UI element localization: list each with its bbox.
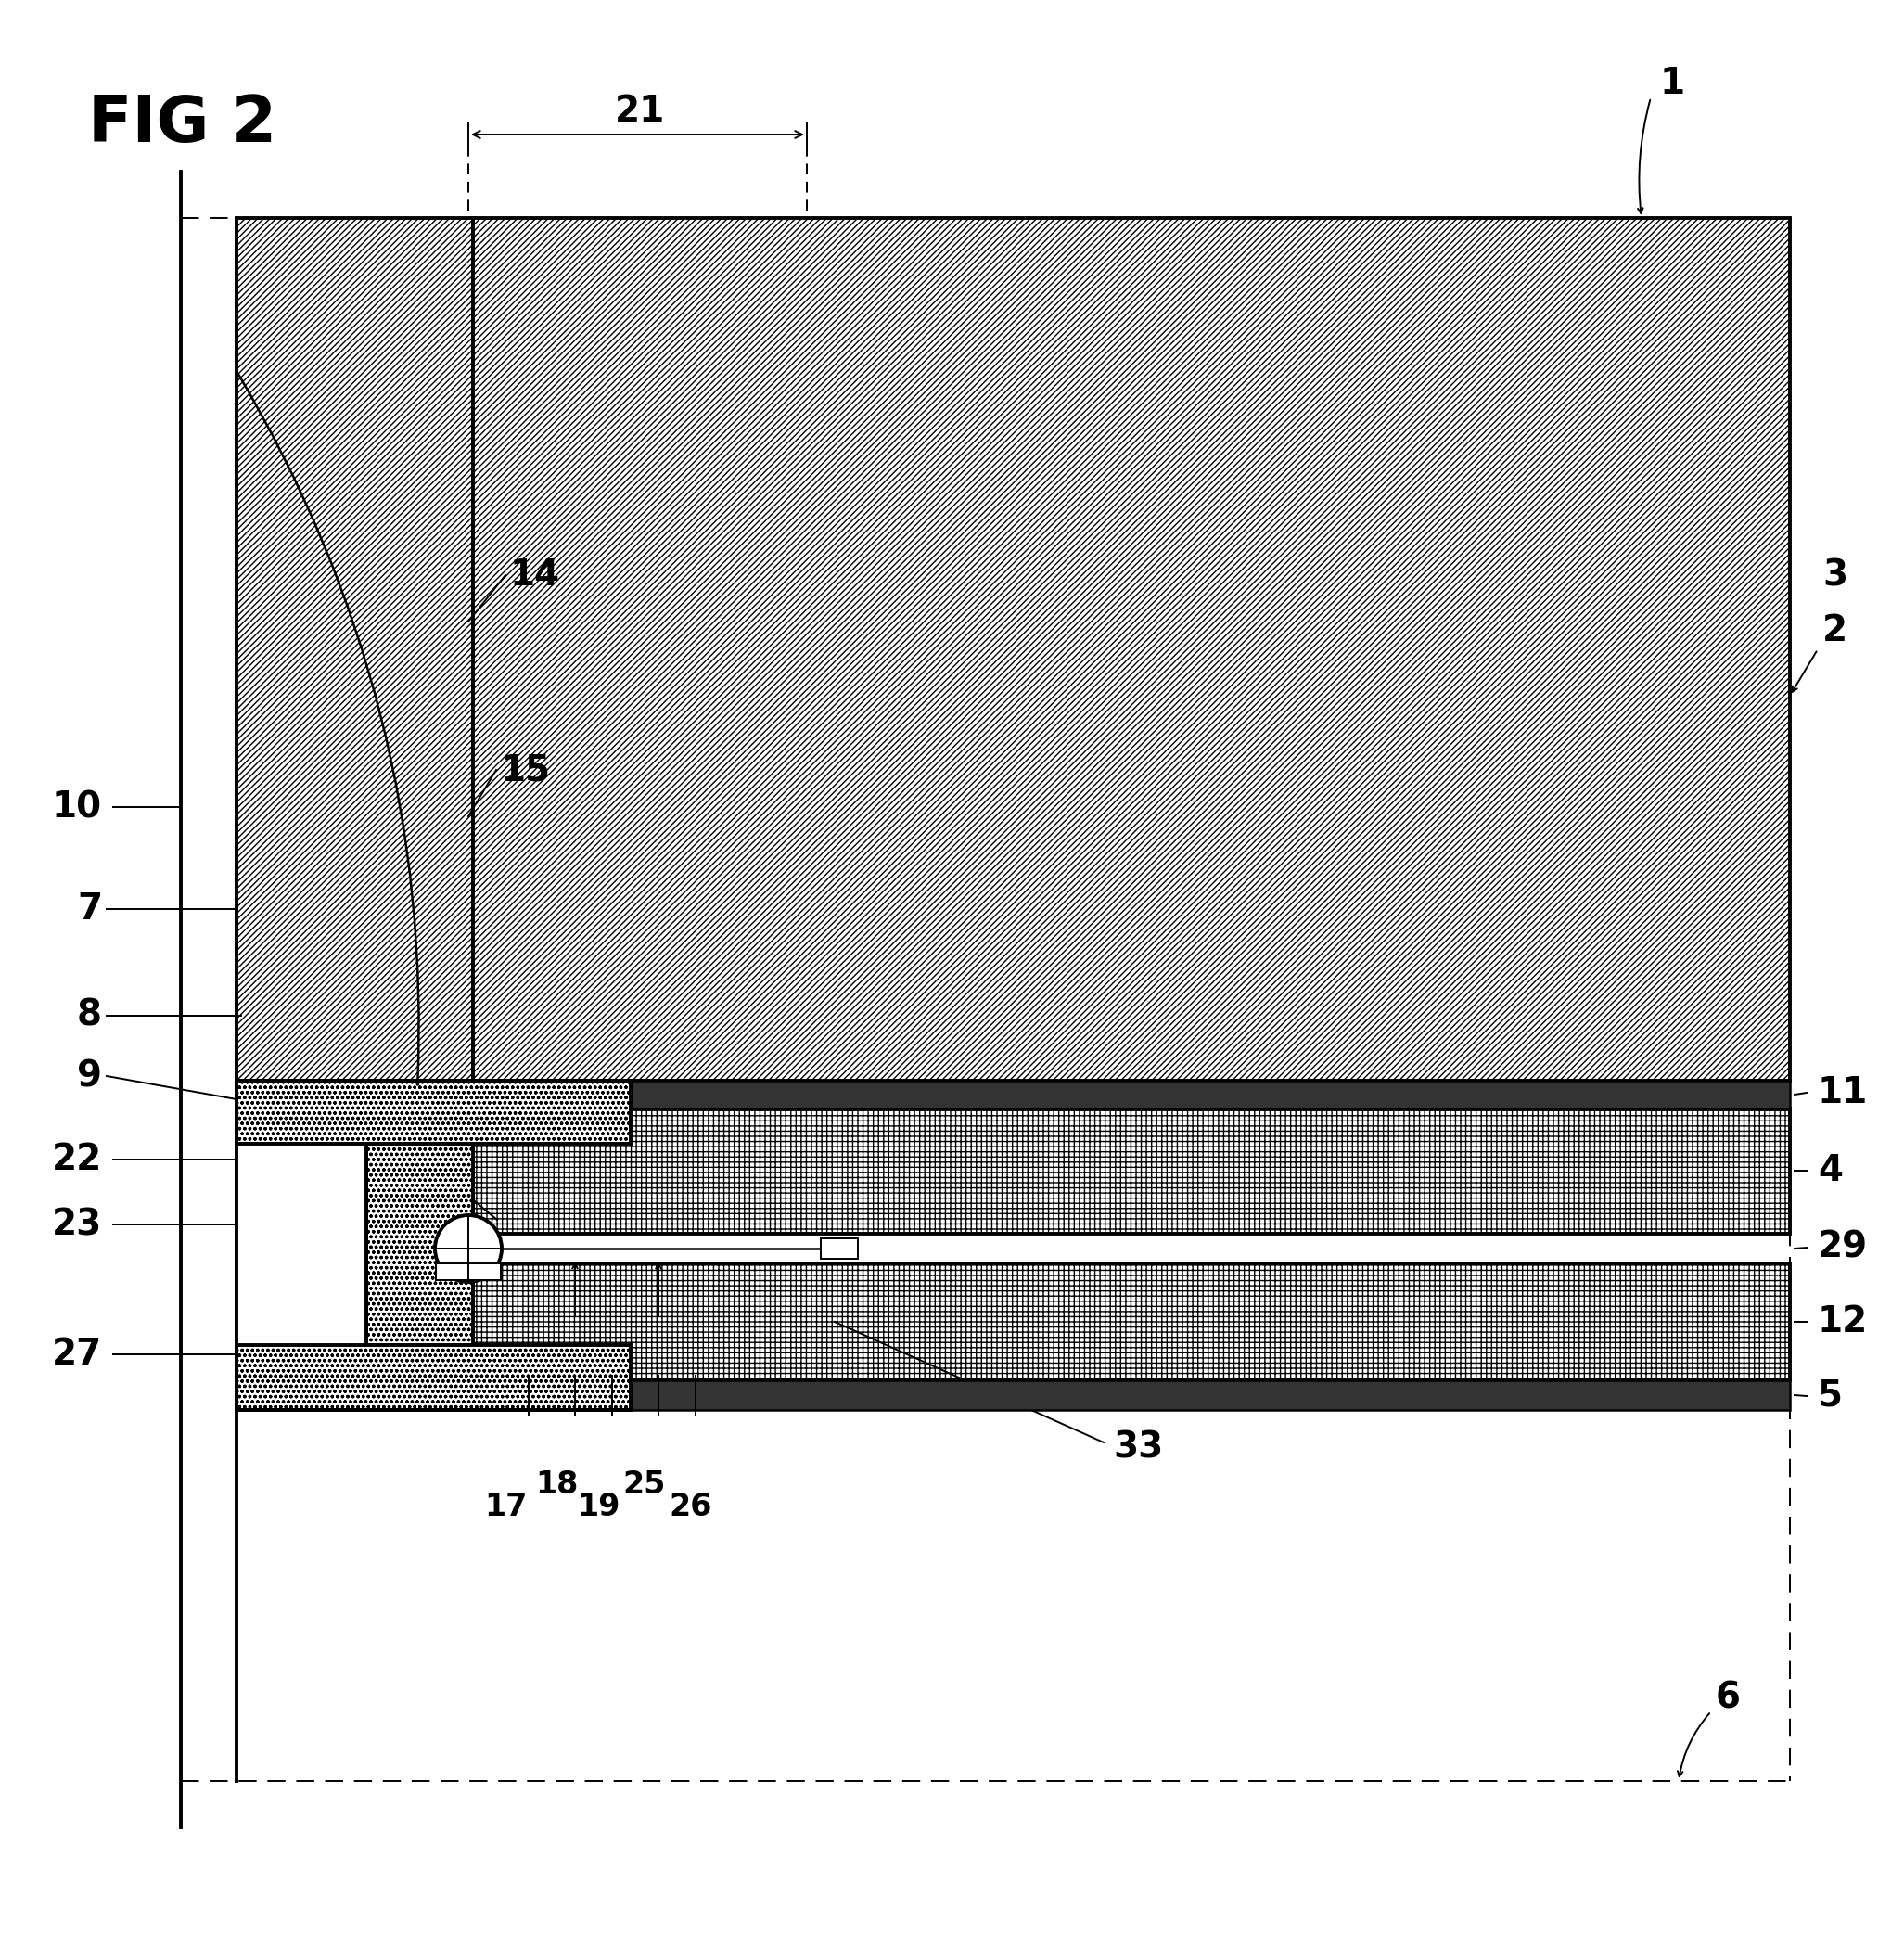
Text: 33: 33 bbox=[1114, 1430, 1163, 1465]
Text: 21: 21 bbox=[615, 93, 664, 130]
Text: 12: 12 bbox=[1818, 1304, 1868, 1339]
Bar bbox=[472, 1264, 1790, 1380]
Text: 27: 27 bbox=[51, 1337, 103, 1372]
Bar bbox=[236, 219, 472, 1080]
Text: 1: 1 bbox=[1660, 66, 1685, 101]
Bar bbox=[472, 1080, 1790, 1109]
Bar bbox=[366, 1144, 472, 1345]
Text: 14: 14 bbox=[510, 557, 560, 592]
Text: 9: 9 bbox=[76, 1058, 103, 1093]
Text: FIG 2: FIG 2 bbox=[88, 93, 276, 155]
Bar bbox=[236, 1380, 472, 1411]
Text: 2: 2 bbox=[1822, 613, 1847, 648]
Text: 4: 4 bbox=[1818, 1153, 1843, 1188]
Bar bbox=[236, 1080, 630, 1144]
Text: 25: 25 bbox=[623, 1469, 666, 1500]
Bar bbox=[472, 1109, 1790, 1235]
Circle shape bbox=[434, 1215, 503, 1283]
Bar bbox=[821, 1238, 859, 1260]
Text: 5: 5 bbox=[1818, 1378, 1843, 1414]
Bar bbox=[472, 1380, 1790, 1411]
Text: 29: 29 bbox=[1818, 1231, 1868, 1265]
Text: 30: 30 bbox=[411, 1144, 457, 1175]
Text: 7: 7 bbox=[76, 892, 103, 927]
Bar bbox=[236, 1345, 630, 1411]
Text: 10: 10 bbox=[51, 789, 103, 824]
Text: 6: 6 bbox=[1716, 1680, 1740, 1714]
Text: 11: 11 bbox=[1818, 1076, 1868, 1111]
Text: 23: 23 bbox=[51, 1207, 103, 1242]
Text: 26: 26 bbox=[670, 1492, 712, 1523]
Text: 19: 19 bbox=[577, 1492, 619, 1523]
Text: 18: 18 bbox=[535, 1469, 579, 1500]
Text: 8: 8 bbox=[76, 998, 103, 1033]
Text: 3: 3 bbox=[1822, 557, 1847, 592]
Bar bbox=[436, 1264, 501, 1281]
Text: 15: 15 bbox=[501, 753, 550, 788]
Bar bbox=[236, 1144, 366, 1345]
Bar bbox=[236, 1080, 472, 1109]
Bar bbox=[472, 219, 1790, 1080]
Text: 22: 22 bbox=[51, 1142, 103, 1176]
Text: 17: 17 bbox=[484, 1492, 527, 1523]
